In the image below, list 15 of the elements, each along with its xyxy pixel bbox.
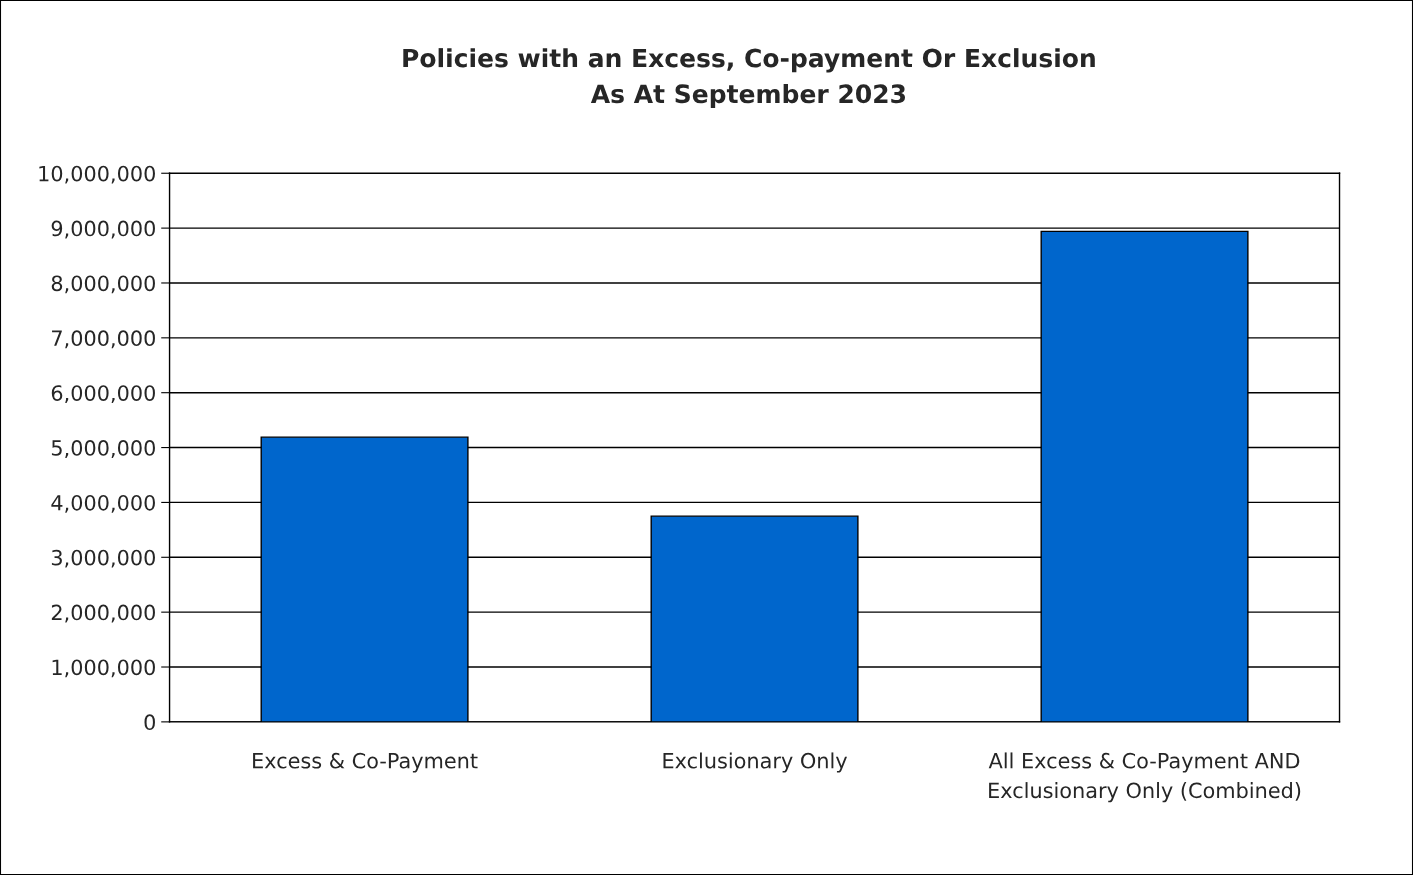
x-tick-label: Excess & Co-Payment xyxy=(253,752,478,773)
y-tick-label: 10,000,000 xyxy=(39,165,155,184)
chart-title: Policies with an Excess, Co-payment Or Exclusion As At September 2023 xyxy=(403,48,1095,109)
y-tick-label: 9,000,000 xyxy=(51,220,155,239)
y-tick-label: 5,000,000 xyxy=(51,440,155,458)
y-tick-label: 0 xyxy=(144,714,155,731)
y-tick-label: 6,000,000 xyxy=(51,385,155,404)
y-tick-label: 4,000,000 xyxy=(51,494,155,513)
y-tick-label: 3,000,000 xyxy=(51,549,155,568)
y-tick-label: 1,000,000 xyxy=(52,659,155,678)
x-tick-label: All Excess & Co-Payment AND Exclusionary Only (Combined) xyxy=(988,752,1301,803)
x-tick-label: Exclusionary Only xyxy=(663,752,847,773)
y-tick-label: 8,000,000 xyxy=(51,275,155,294)
y-tick-label: 2,000,000 xyxy=(51,604,155,623)
y-tick-label: 7,000,000 xyxy=(52,330,155,349)
